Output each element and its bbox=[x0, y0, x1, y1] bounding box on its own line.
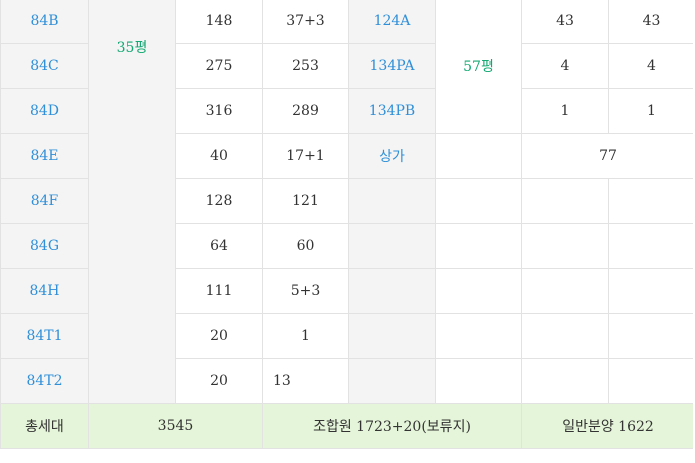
table-row: 84T1 20 1 bbox=[0, 313, 695, 359]
empty-cell bbox=[435, 133, 522, 179]
table-row: 84E 40 17+1 상가 77 bbox=[0, 133, 695, 179]
empty-cell bbox=[521, 313, 609, 359]
total-households-label: 총세대 bbox=[0, 403, 89, 449]
total-units-cell: 4 bbox=[521, 43, 609, 89]
empty-cell bbox=[348, 268, 436, 314]
member-summary: 조합원 1723+20(보류지) bbox=[262, 403, 522, 449]
member-units-cell: 43 bbox=[608, 0, 695, 44]
empty-cell bbox=[435, 313, 522, 359]
member-units-cell: 289 bbox=[262, 88, 349, 134]
empty-cell bbox=[348, 313, 436, 359]
empty-cell bbox=[521, 223, 609, 269]
member-units-cell: 17+1 bbox=[262, 133, 349, 179]
member-units-cell: 253 bbox=[262, 43, 349, 89]
total-units-cell: 275 bbox=[175, 43, 263, 89]
unit-table: 84B 35평 148 37+3 124A 57평 43 43 84C 275 … bbox=[0, 0, 695, 449]
total-units-cell: 40 bbox=[175, 133, 263, 179]
summary-row: 총세대 3545 조합원 1723+20(보류지) 일반분양 1622 bbox=[0, 403, 695, 449]
member-units-cell: 37+3 bbox=[262, 0, 349, 44]
empty-cell bbox=[608, 358, 695, 404]
total-units-cell: 20 bbox=[175, 313, 263, 359]
group-57-cell: 57평 bbox=[435, 0, 522, 134]
unit-type-cell: 84F bbox=[0, 178, 89, 224]
empty-cell bbox=[608, 313, 695, 359]
total-units-cell: 43 bbox=[521, 0, 609, 44]
empty-cell bbox=[348, 223, 436, 269]
empty-cell bbox=[521, 268, 609, 314]
group-35-cell: 35평 bbox=[88, 0, 176, 404]
total-units-cell: 1 bbox=[521, 88, 609, 134]
empty-cell bbox=[608, 268, 695, 314]
unit-type-cell: 124A bbox=[348, 0, 436, 44]
member-units-cell: 5+3 bbox=[262, 268, 349, 314]
table-row: 84T2 20 13 bbox=[0, 358, 695, 404]
empty-cell bbox=[348, 358, 436, 404]
empty-cell bbox=[521, 178, 609, 224]
total-units-cell: 20 bbox=[175, 358, 263, 404]
member-units-cell: 121 bbox=[262, 178, 349, 224]
unit-type-cell: 84C bbox=[0, 43, 89, 89]
general-sale-summary: 일반분양 1622 bbox=[521, 403, 695, 449]
empty-cell bbox=[521, 358, 609, 404]
table-row: 84F 128 121 bbox=[0, 178, 695, 224]
table-row: 84B 35평 148 37+3 124A 57평 43 43 bbox=[0, 0, 695, 404]
total-households-value: 3545 bbox=[88, 403, 263, 449]
total-units-cell: 148 bbox=[175, 0, 263, 44]
table-row: 84H 111 5+3 bbox=[0, 268, 695, 314]
total-units-cell: 64 bbox=[175, 223, 263, 269]
empty-cell bbox=[435, 358, 522, 404]
member-units-cell: 1 bbox=[262, 313, 349, 359]
unit-type-cell: 84H bbox=[0, 268, 89, 314]
empty-cell bbox=[435, 223, 522, 269]
empty-cell bbox=[348, 178, 436, 224]
table-row: 84G 64 60 bbox=[0, 223, 695, 269]
total-units-cell: 316 bbox=[175, 88, 263, 134]
table-row: 84C 275 253 134PA 4 4 bbox=[0, 43, 695, 89]
member-units-cell: 4 bbox=[608, 43, 695, 89]
member-units-cell: 60 bbox=[262, 223, 349, 269]
total-units-cell: 128 bbox=[175, 178, 263, 224]
unit-type-cell: 84B bbox=[0, 0, 89, 44]
right-edge bbox=[693, 0, 695, 463]
member-units-cell: 13 bbox=[262, 358, 349, 404]
empty-cell bbox=[608, 223, 695, 269]
unit-type-cell: 134PA bbox=[348, 43, 436, 89]
total-units-cell: 111 bbox=[175, 268, 263, 314]
unit-type-cell: 134PB bbox=[348, 88, 436, 134]
unit-type-cell: 84D bbox=[0, 88, 89, 134]
unit-type-cell: 84E bbox=[0, 133, 89, 179]
member-units-cell: 1 bbox=[608, 88, 695, 134]
unit-type-cell: 84G bbox=[0, 223, 89, 269]
unit-type-cell: 상가 bbox=[348, 133, 436, 179]
empty-cell bbox=[435, 268, 522, 314]
empty-cell bbox=[608, 178, 695, 224]
commercial-units-cell: 77 bbox=[521, 133, 695, 179]
unit-type-cell: 84T2 bbox=[0, 358, 89, 404]
empty-cell bbox=[435, 178, 522, 224]
unit-type-cell: 84T1 bbox=[0, 313, 89, 359]
